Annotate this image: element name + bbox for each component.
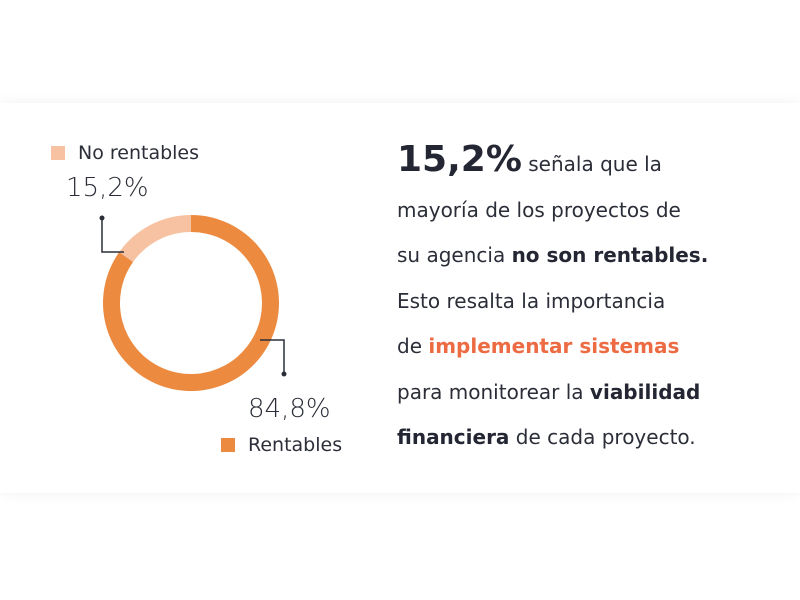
text-line-5a: de — [397, 334, 429, 358]
leader-line-no-rentables — [101, 218, 124, 253]
text-line-4: Esto resalta la importancia — [397, 288, 666, 313]
headline-percentage: 15,2% — [397, 139, 522, 180]
leader-line-rentables — [260, 339, 285, 374]
legend-label-rentables: Rentables — [248, 434, 343, 456]
legend-swatch-rentables — [221, 438, 235, 452]
donut-slice-no-rentables — [119, 215, 191, 262]
legend-item-no-rentables: No rentables — [51, 142, 199, 164]
text-line-7a: financiera — [397, 425, 510, 449]
text-line-1: señala que la — [521, 152, 662, 176]
legend-item-rentables: Rentables — [221, 434, 342, 456]
data-label-no-rentables: 15,2% — [66, 173, 149, 203]
leader-dot-rentables — [281, 371, 287, 377]
text-line-2: mayoría de los proyectos de — [397, 197, 681, 222]
text-line-5b: implementar sistemas — [428, 334, 680, 358]
leader-dot-no-rentables — [99, 215, 105, 221]
text-line-7b: de cada proyecto. — [509, 425, 696, 449]
legend-swatch-no-rentables — [51, 146, 65, 160]
text-line-6b: viabilidad — [589, 379, 701, 404]
info-card — [0, 103, 800, 493]
description-text: 15,2% señala que la mayoría de los proye… — [397, 142, 767, 461]
text-line-3a: su agencia — [397, 243, 512, 267]
text-line-3b: no son rentables. — [511, 243, 709, 267]
legend-label-no-rentables: No rentables — [78, 142, 200, 164]
data-label-rentables: 84,8% — [248, 394, 331, 424]
text-line-6a: para monitorear la — [397, 379, 590, 404]
